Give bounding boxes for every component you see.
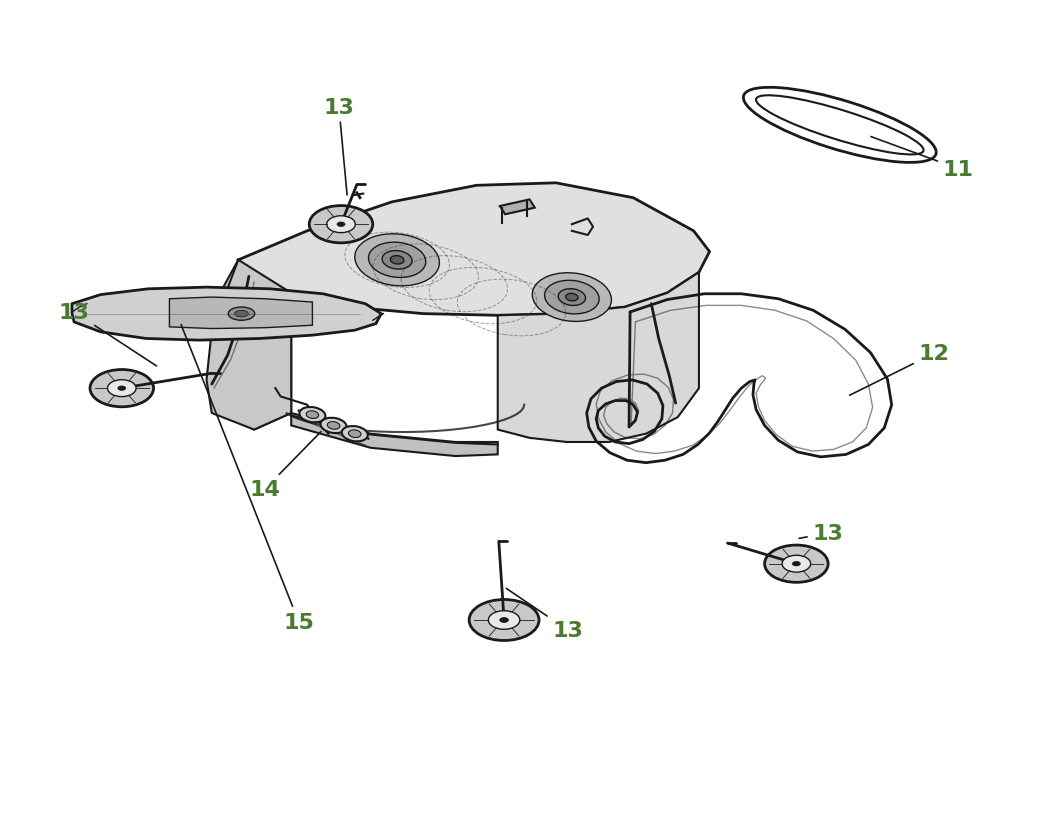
Ellipse shape — [544, 281, 599, 314]
Text: 11: 11 — [870, 137, 974, 179]
Ellipse shape — [90, 370, 154, 407]
Ellipse shape — [369, 243, 426, 278]
Ellipse shape — [108, 380, 136, 397]
Ellipse shape — [326, 217, 355, 233]
Ellipse shape — [488, 611, 520, 629]
Polygon shape — [500, 200, 535, 215]
Ellipse shape — [327, 422, 340, 430]
Ellipse shape — [309, 207, 373, 244]
Ellipse shape — [300, 408, 325, 423]
Polygon shape — [72, 288, 381, 341]
Ellipse shape — [765, 546, 828, 582]
Ellipse shape — [558, 289, 586, 306]
Ellipse shape — [391, 256, 403, 265]
Ellipse shape — [337, 222, 345, 227]
Text: 13: 13 — [323, 98, 355, 196]
Ellipse shape — [469, 600, 539, 641]
Text: 15: 15 — [181, 325, 315, 632]
Ellipse shape — [743, 88, 936, 163]
Polygon shape — [207, 261, 291, 430]
Polygon shape — [291, 414, 498, 457]
Ellipse shape — [382, 251, 412, 270]
Ellipse shape — [533, 274, 611, 322]
Ellipse shape — [348, 430, 361, 438]
Text: 12: 12 — [849, 344, 950, 396]
Polygon shape — [169, 298, 312, 329]
Text: 13: 13 — [58, 303, 157, 366]
Ellipse shape — [229, 308, 255, 321]
Ellipse shape — [566, 294, 578, 302]
Ellipse shape — [235, 311, 248, 318]
Text: 14: 14 — [249, 432, 321, 500]
Ellipse shape — [306, 411, 319, 419]
Ellipse shape — [500, 618, 508, 623]
Polygon shape — [498, 273, 699, 442]
Ellipse shape — [118, 386, 126, 391]
Polygon shape — [238, 184, 710, 316]
Text: 13: 13 — [506, 589, 584, 640]
Ellipse shape — [756, 96, 923, 155]
Polygon shape — [212, 261, 291, 430]
Text: 13: 13 — [800, 523, 844, 543]
Ellipse shape — [321, 418, 346, 433]
Ellipse shape — [342, 427, 367, 442]
Ellipse shape — [792, 562, 801, 566]
Ellipse shape — [782, 556, 811, 572]
Ellipse shape — [355, 235, 439, 286]
